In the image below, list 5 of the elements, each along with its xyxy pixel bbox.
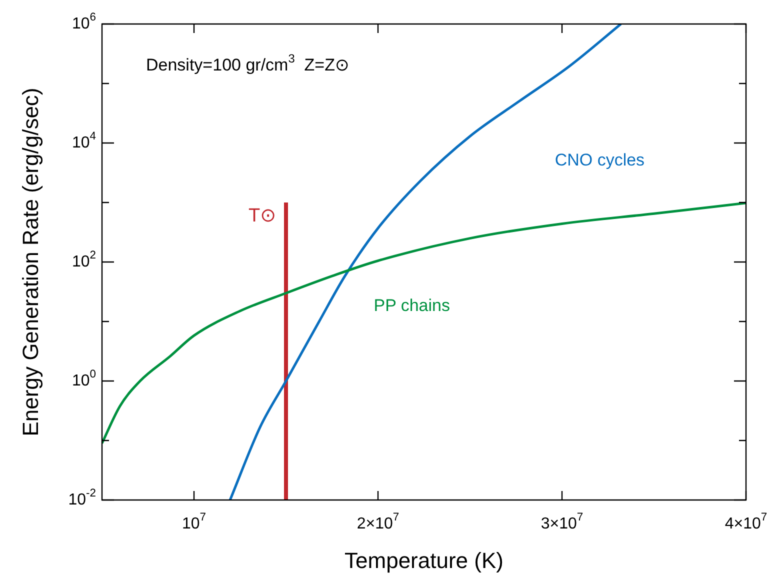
text: CNO cycles [554,150,645,170]
y-axis-title: Energy Generation Rate (erg/g/sec) [18,88,44,436]
x-axis-title: Temperature (K) [344,548,504,574]
series-label: T⊙ [248,206,276,227]
series-label: PP chains [374,296,450,315]
